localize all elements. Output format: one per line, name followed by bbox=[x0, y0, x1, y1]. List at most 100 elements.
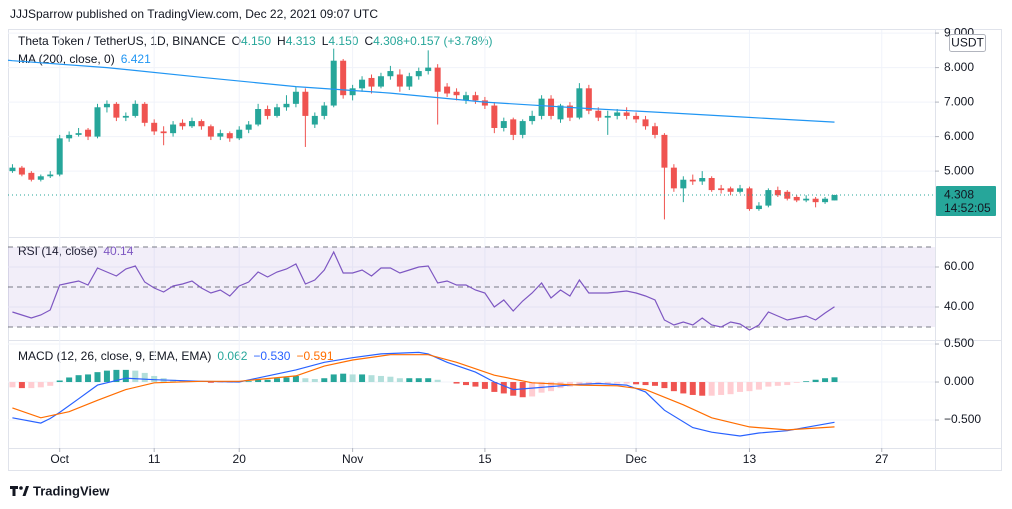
candle-body bbox=[822, 198, 829, 203]
candle-body bbox=[113, 103, 120, 118]
candle-body bbox=[132, 103, 139, 116]
candle-body bbox=[529, 115, 536, 122]
rsi-value: 40.14 bbox=[103, 244, 133, 258]
candle-body bbox=[661, 134, 668, 168]
macd-value: −0.530 bbox=[253, 349, 290, 363]
candle-body bbox=[425, 67, 432, 72]
logo-icon bbox=[22, 486, 29, 496]
candle-body bbox=[85, 129, 92, 137]
candle-body bbox=[226, 133, 233, 139]
candle-body bbox=[755, 205, 762, 210]
legend-change: +0.157 (+3.78%) bbox=[403, 34, 492, 48]
histogram-bar bbox=[699, 382, 706, 396]
legend-key: L bbox=[322, 34, 329, 48]
histogram-bar bbox=[406, 378, 413, 383]
y-tick-label: 40.00 bbox=[944, 299, 974, 313]
candle-body bbox=[548, 98, 555, 116]
candle-body bbox=[274, 107, 281, 116]
histogram-bar bbox=[132, 370, 139, 383]
histogram-bar bbox=[510, 382, 517, 396]
ma-legend: MA (200, close, 0) 6.421 bbox=[18, 52, 151, 66]
candle-body bbox=[727, 188, 734, 192]
candle-body bbox=[283, 103, 290, 108]
histogram-bar bbox=[793, 382, 800, 383]
legend-key: C bbox=[364, 34, 373, 48]
histogram-bar bbox=[774, 382, 781, 386]
candle-body bbox=[151, 122, 158, 132]
rsi-legend: RSI (14, close) 40.14 bbox=[18, 244, 134, 258]
histogram-bar bbox=[755, 382, 762, 390]
candle-body bbox=[217, 133, 224, 137]
histogram-bar bbox=[255, 379, 262, 383]
histogram-bar bbox=[463, 382, 469, 386]
x-tick-label: 27 bbox=[875, 452, 889, 466]
candle-body bbox=[444, 86, 451, 94]
histogram-bar bbox=[500, 382, 507, 394]
candle-body bbox=[453, 91, 460, 96]
candle-body bbox=[340, 60, 347, 96]
candle-body bbox=[160, 131, 167, 134]
histogram-bar bbox=[595, 382, 602, 384]
histogram-bar bbox=[784, 382, 791, 386]
histogram-bar bbox=[103, 370, 110, 383]
brand-name: TradingView bbox=[33, 483, 110, 498]
last-price-box bbox=[936, 185, 996, 216]
candle-body bbox=[179, 122, 186, 127]
signal-value: −0.591 bbox=[296, 349, 333, 363]
macd-line bbox=[12, 351, 835, 437]
candle-body bbox=[651, 126, 658, 135]
candle-body bbox=[359, 79, 366, 89]
candle-body bbox=[311, 115, 318, 125]
histogram-bar bbox=[151, 375, 158, 383]
macd-name: MACD (12, 26, close, 9, EMA, EMA) bbox=[18, 349, 211, 363]
x-tick-label: Nov bbox=[342, 452, 363, 466]
candle-body bbox=[245, 124, 252, 130]
candle-body bbox=[66, 134, 73, 139]
legend-key: H bbox=[277, 34, 286, 48]
histogram-bar bbox=[576, 382, 583, 385]
x-tick-label: 15 bbox=[478, 452, 492, 466]
signal-line bbox=[12, 354, 835, 431]
histogram-bar bbox=[415, 378, 422, 383]
histogram-bar bbox=[85, 374, 92, 383]
histogram-bar bbox=[217, 382, 224, 383]
pane bbox=[8, 237, 935, 340]
histogram-bar bbox=[75, 375, 82, 383]
x-tick-label: Oct bbox=[50, 452, 69, 466]
y-tick-label: 7.000 bbox=[944, 94, 974, 108]
x-tick-label: 13 bbox=[743, 452, 757, 466]
candle-body bbox=[170, 124, 177, 134]
histogram-bar bbox=[311, 378, 318, 383]
y-tick-label: 6.000 bbox=[944, 129, 974, 143]
symbol-title: Theta Token / TetherUS, 1D, BINANCE bbox=[18, 34, 226, 48]
histogram-bar bbox=[822, 378, 829, 383]
legend-value: 4.150 bbox=[328, 34, 358, 48]
candle-body bbox=[330, 60, 337, 106]
candle-body bbox=[576, 88, 583, 118]
candle-body bbox=[396, 74, 403, 87]
candle-body bbox=[122, 115, 129, 118]
histogram-bar bbox=[746, 382, 753, 392]
legend-value: 4.150 bbox=[241, 34, 271, 48]
histogram-bar bbox=[557, 382, 564, 389]
histogram-bar bbox=[274, 378, 281, 383]
candle-body bbox=[37, 176, 44, 180]
candle-body bbox=[623, 112, 630, 116]
candle-body bbox=[765, 190, 772, 206]
ma-line bbox=[8, 59, 835, 123]
candle-body bbox=[434, 67, 441, 92]
candle-body bbox=[708, 178, 715, 191]
candle-body bbox=[784, 191, 791, 199]
histogram-bar bbox=[264, 379, 271, 383]
candle-body bbox=[604, 115, 611, 118]
histogram-bar bbox=[18, 382, 25, 389]
candle-body bbox=[94, 107, 101, 137]
histogram-bar bbox=[66, 377, 73, 383]
candle-body bbox=[321, 105, 328, 116]
candle-body bbox=[472, 95, 479, 101]
candle-body bbox=[831, 194, 838, 201]
histogram-bar bbox=[623, 382, 630, 384]
candle-body bbox=[188, 121, 195, 127]
candle-body bbox=[56, 138, 63, 175]
histogram-bar bbox=[453, 382, 460, 384]
